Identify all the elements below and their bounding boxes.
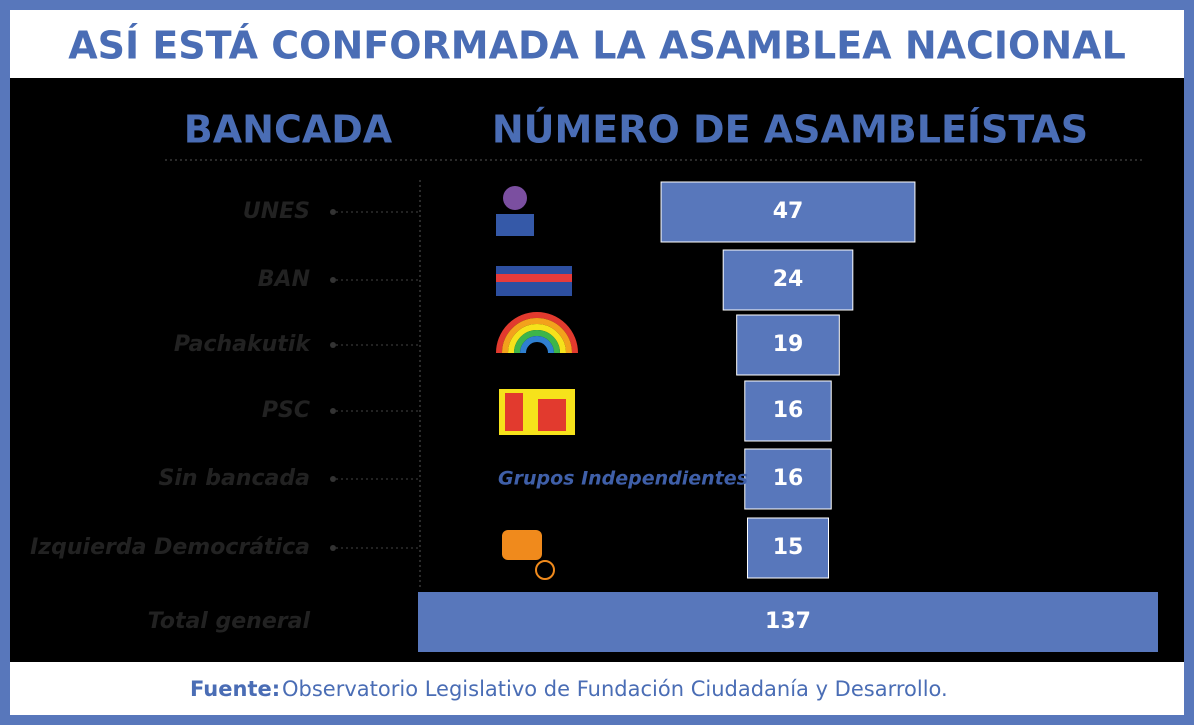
chart-title: ASÍ ESTÁ CONFORMADA LA ASAMBLEA NACIONAL <box>68 24 1126 68</box>
logo <box>502 530 542 560</box>
logo <box>503 186 527 210</box>
logo <box>520 336 554 354</box>
leader-dot <box>330 342 336 348</box>
source-label: Fuente: <box>190 677 280 701</box>
source-text: Observatorio Legislativo de Fundación Ci… <box>282 677 948 701</box>
bar <box>722 249 854 311</box>
category-label: Sin bancada <box>159 466 310 491</box>
category-label: UNES <box>243 199 310 224</box>
logo <box>535 560 555 580</box>
logo <box>505 393 523 431</box>
leader-dot <box>330 277 336 283</box>
bar <box>744 380 832 442</box>
value-header: NÚMERO DE ASAMBLEÍSTAS <box>492 108 1088 152</box>
leader-dot <box>330 476 336 482</box>
logo-text: Grupos Independientes <box>498 468 748 490</box>
value-label: 16 <box>773 466 804 491</box>
value-label: 15 <box>773 535 804 560</box>
total-value: 137 <box>765 609 811 634</box>
leader-dot <box>330 408 336 414</box>
title-band <box>10 10 1184 78</box>
logo <box>496 214 534 236</box>
value-label: 16 <box>773 398 804 423</box>
logo <box>514 330 560 354</box>
category-label: Izquierda Democrática <box>30 535 310 560</box>
total-label: Total general <box>148 609 311 634</box>
value-label: 19 <box>773 332 804 357</box>
category-label: BAN <box>258 267 310 292</box>
logo <box>496 312 578 354</box>
bar <box>746 517 830 579</box>
logo <box>502 318 572 354</box>
value-label: 47 <box>773 199 804 224</box>
value-label: 24 <box>773 267 804 292</box>
category-header: BANCADA <box>184 108 393 152</box>
footer-band <box>10 662 1184 715</box>
leader-dot <box>330 545 336 551</box>
logo <box>496 274 572 282</box>
bar <box>736 314 840 376</box>
title-rule <box>10 78 1184 86</box>
bar <box>744 448 832 510</box>
logo <box>538 399 566 431</box>
category-label: PSC <box>262 398 310 423</box>
leader-dot <box>330 209 336 215</box>
logo <box>508 324 566 354</box>
bar <box>660 181 916 243</box>
category-label: Pachakutik <box>174 332 311 357</box>
total-bar <box>418 592 1158 652</box>
